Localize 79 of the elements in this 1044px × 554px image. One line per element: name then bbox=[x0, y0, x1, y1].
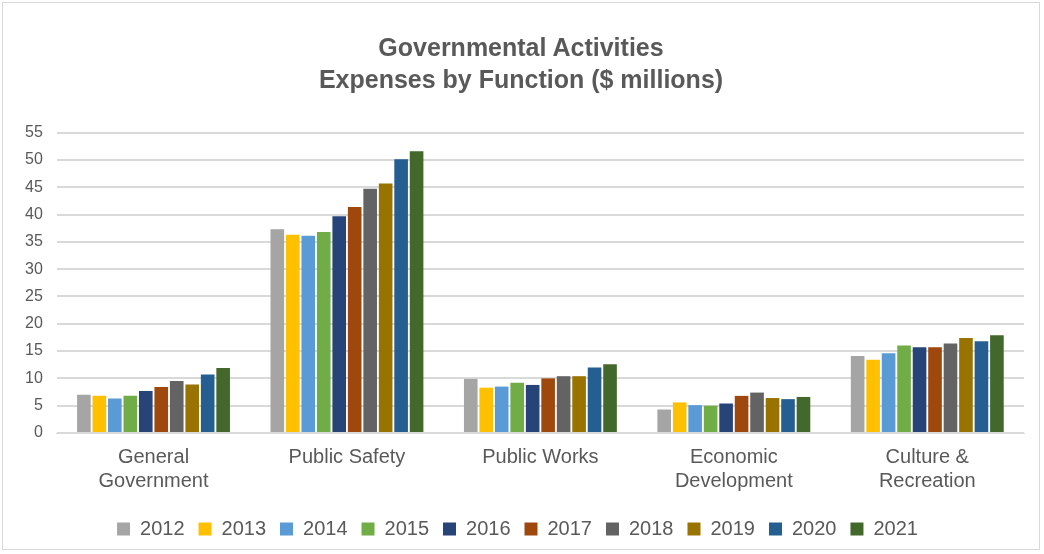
y-tick-label: 40 bbox=[25, 204, 43, 222]
bar bbox=[850, 355, 865, 432]
bar bbox=[703, 405, 718, 432]
bar bbox=[974, 341, 989, 432]
bar bbox=[479, 387, 494, 432]
bar bbox=[378, 183, 393, 432]
bar bbox=[866, 359, 880, 432]
bar bbox=[796, 396, 811, 432]
legend-label: 2015 bbox=[384, 516, 430, 539]
y-tick-label: 50 bbox=[25, 150, 43, 168]
bar bbox=[347, 206, 362, 432]
bar bbox=[285, 234, 300, 432]
bar bbox=[494, 386, 509, 432]
legend-label: 2013 bbox=[221, 516, 267, 539]
chart-title: Governmental Activities bbox=[377, 32, 665, 63]
bar bbox=[185, 384, 200, 432]
bar bbox=[332, 216, 347, 432]
bar bbox=[123, 395, 138, 432]
bar bbox=[169, 381, 184, 432]
bar bbox=[572, 376, 586, 432]
bar bbox=[657, 409, 672, 432]
bar bbox=[781, 399, 795, 432]
bar bbox=[765, 398, 780, 432]
bar bbox=[990, 335, 1004, 432]
bar bbox=[556, 376, 571, 432]
x-tick-label: Public Works bbox=[482, 444, 599, 467]
x-tick-label: General Government bbox=[98, 444, 209, 491]
bar bbox=[510, 382, 524, 432]
bar bbox=[525, 384, 540, 432]
bar bbox=[587, 367, 602, 432]
bar bbox=[200, 374, 215, 432]
bar bbox=[216, 368, 230, 432]
y-tick-label: 55 bbox=[25, 123, 43, 141]
bar bbox=[688, 405, 702, 432]
bar bbox=[672, 402, 687, 432]
bar bbox=[603, 364, 617, 432]
bar bbox=[943, 343, 958, 432]
bar bbox=[154, 387, 169, 432]
y-tick-label: 0 bbox=[33, 423, 43, 441]
bar bbox=[77, 394, 91, 432]
bar bbox=[138, 390, 153, 432]
legend-label: 2021 bbox=[873, 516, 918, 539]
bar bbox=[394, 159, 408, 432]
y-tick-label: 10 bbox=[25, 368, 43, 386]
x-tick-label: Public Safety bbox=[288, 444, 406, 467]
y-tick-label: 5 bbox=[33, 396, 43, 414]
y-tick-label: 30 bbox=[25, 259, 43, 277]
y-tick-label: 15 bbox=[25, 341, 43, 359]
bar bbox=[108, 398, 122, 432]
x-tick-label: Economic Development bbox=[674, 444, 794, 491]
legend-label: 2014 bbox=[303, 516, 348, 539]
legend-label: 2012 bbox=[140, 516, 185, 539]
legend-label: 2019 bbox=[710, 516, 755, 539]
bar bbox=[750, 392, 764, 432]
legend-label: 2017 bbox=[547, 516, 592, 539]
y-tick-label: 25 bbox=[25, 286, 43, 304]
bar bbox=[541, 378, 555, 432]
bar bbox=[959, 337, 973, 432]
bar bbox=[463, 378, 478, 432]
bar bbox=[897, 345, 911, 432]
chart-subtitle: Expenses by Function ($ millions) bbox=[317, 64, 725, 95]
y-tick-label: 35 bbox=[25, 232, 43, 250]
bar bbox=[363, 188, 377, 432]
bar bbox=[881, 353, 896, 432]
bar bbox=[270, 229, 285, 432]
bar bbox=[734, 395, 749, 432]
x-tick-label: Culture & Recreation bbox=[878, 444, 976, 491]
bar bbox=[409, 151, 424, 432]
bar bbox=[92, 395, 107, 432]
legend-label: 2018 bbox=[628, 516, 674, 539]
bar bbox=[316, 232, 331, 432]
bar bbox=[719, 403, 733, 432]
bar bbox=[912, 347, 927, 432]
y-tick-label: 20 bbox=[25, 314, 43, 332]
bar bbox=[928, 347, 942, 432]
bar bbox=[301, 235, 316, 432]
legend-label: 2020 bbox=[791, 516, 837, 539]
legend-label: 2016 bbox=[466, 516, 511, 539]
y-tick-label: 45 bbox=[25, 177, 43, 195]
